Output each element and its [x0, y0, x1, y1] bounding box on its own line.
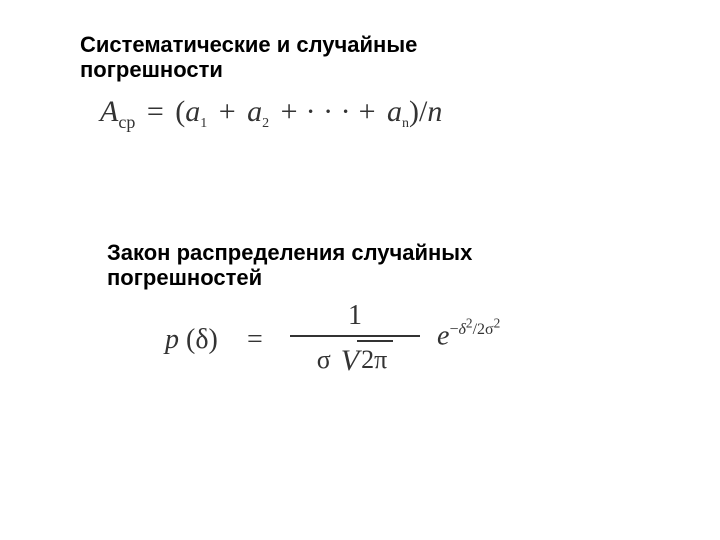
f2-exponent: −δ2/2σ2	[449, 321, 500, 338]
f2-lhs: p (δ)	[165, 324, 218, 356]
sym-A-sub: ср	[118, 112, 135, 132]
formula-average: Aср = (a1 + a2 +· · ·+ an)/n	[100, 95, 442, 133]
sym-eq2: =	[247, 324, 263, 356]
sym-exp-sq: 2	[494, 316, 501, 331]
sym-eq: =	[143, 95, 168, 128]
f2-denominator: σV2π	[290, 340, 420, 380]
sym-sub2: 2	[262, 116, 269, 131]
sym-plus2: +	[277, 95, 302, 128]
sym-sigma: σ	[317, 342, 337, 378]
sym-exp-two: 2	[466, 316, 473, 331]
sym-sub1: 1	[200, 116, 207, 131]
f2-numerator: 1	[290, 300, 420, 332]
heading-distribution-law: Закон распределения случайных погрешност…	[107, 240, 587, 291]
heading2-line2: погрешностей	[107, 265, 262, 290]
f2-fraction-bar	[290, 335, 420, 337]
heading1-line2: погрешности	[80, 57, 223, 82]
heading1-line1: Систематические и случайные	[80, 32, 417, 57]
sym-A: A	[100, 95, 118, 128]
sym-radical: V2π	[337, 340, 393, 379]
f2-exponential: e−δ2/2σ2	[437, 316, 500, 353]
sym-lparen: (	[175, 95, 185, 128]
sym-a2: a	[247, 95, 262, 128]
sym-twopi: 2π	[357, 340, 393, 378]
sym-dots: · · ·	[302, 95, 355, 128]
page: { "headings": { "h1_line1": "Систематиче…	[0, 0, 720, 540]
sym-a1: a	[185, 95, 200, 128]
sym-delta: δ	[195, 324, 208, 355]
sym-p: p	[165, 324, 179, 355]
sym-plus3: +	[355, 95, 380, 128]
heading-systematic-random-errors: Систематические и случайные погрешности	[80, 32, 560, 83]
f2-fraction: 1 σV2π	[290, 300, 420, 380]
heading2-line1: Закон распределения случайных	[107, 240, 472, 265]
sym-subn: n	[402, 116, 409, 131]
formula-gaussian: p (δ) = 1 σV2π e−δ2/2σ2	[165, 300, 585, 390]
sym-rparen: )	[409, 95, 419, 128]
sym-e: e	[437, 321, 449, 352]
sym-plus1: +	[215, 95, 240, 128]
sym-rparen2: )	[209, 324, 218, 355]
sym-exp-delta: δ	[458, 321, 465, 338]
sym-an: a	[387, 95, 402, 128]
sym-lparen2: (	[186, 324, 195, 355]
sym-n: n	[427, 95, 442, 128]
sym-exp-2sigma: 2σ	[477, 321, 494, 338]
